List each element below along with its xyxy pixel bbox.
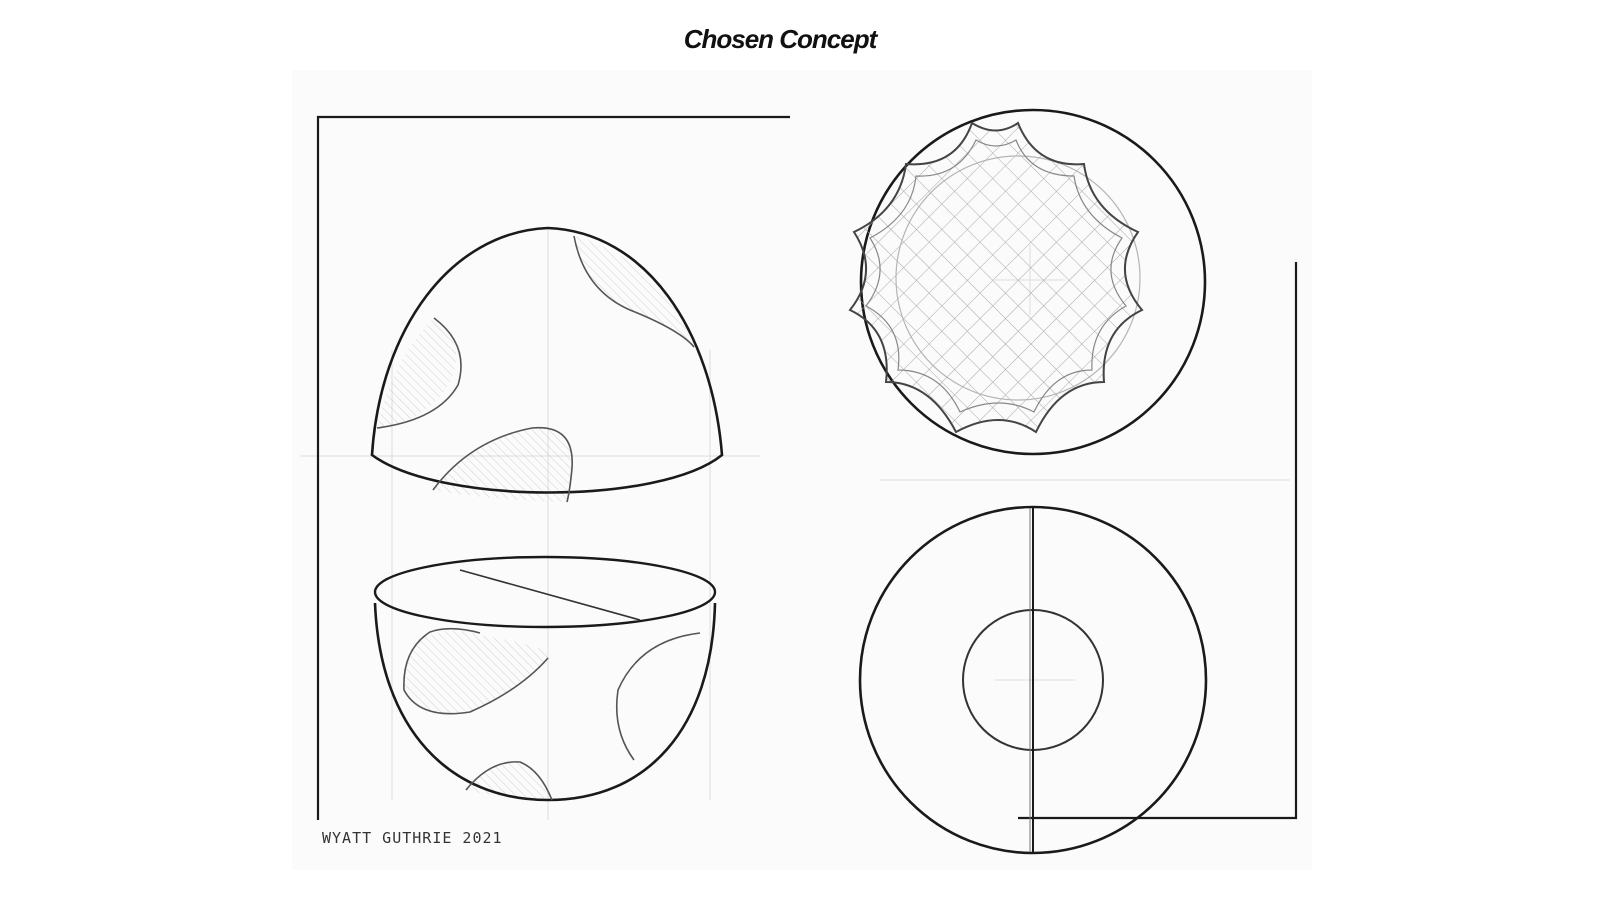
frame-lines [316, 115, 1298, 820]
paper-sheet [292, 70, 1312, 870]
top-view-star-inner [865, 139, 1127, 413]
lower-shell-rim-line [459, 569, 641, 621]
upper-shell-view [370, 226, 724, 503]
lower-shell-patch-left [403, 627, 549, 715]
top-view-inner-circle [895, 155, 1141, 401]
upper-shell-hatch-left [377, 318, 457, 428]
upper-shell-hatch-bottom [433, 427, 572, 502]
lower-shell-hatch-left [404, 631, 550, 714]
upper-shell-patch-right [573, 235, 695, 348]
lower-shell-patch-right [615, 632, 701, 761]
lower-shell-bowl [373, 602, 717, 802]
upper-shell-patch-left [376, 317, 462, 429]
lower-shell-rim [373, 555, 717, 629]
lower-shell-patch-bottom [465, 761, 553, 801]
bottom-view-concentric [858, 505, 1208, 855]
upper-shell-hatch-right [574, 236, 694, 345]
upper-shell-patch-bottom [432, 426, 573, 503]
top-view-star-outline [848, 121, 1144, 434]
top-view-outer-circle [859, 108, 1207, 456]
lower-shell-view [373, 555, 717, 802]
artist-signature: WYATT GUTHRIE 2021 [322, 829, 503, 847]
upper-shell-outline [370, 226, 724, 494]
page-title: Chosen Concept [683, 24, 878, 54]
